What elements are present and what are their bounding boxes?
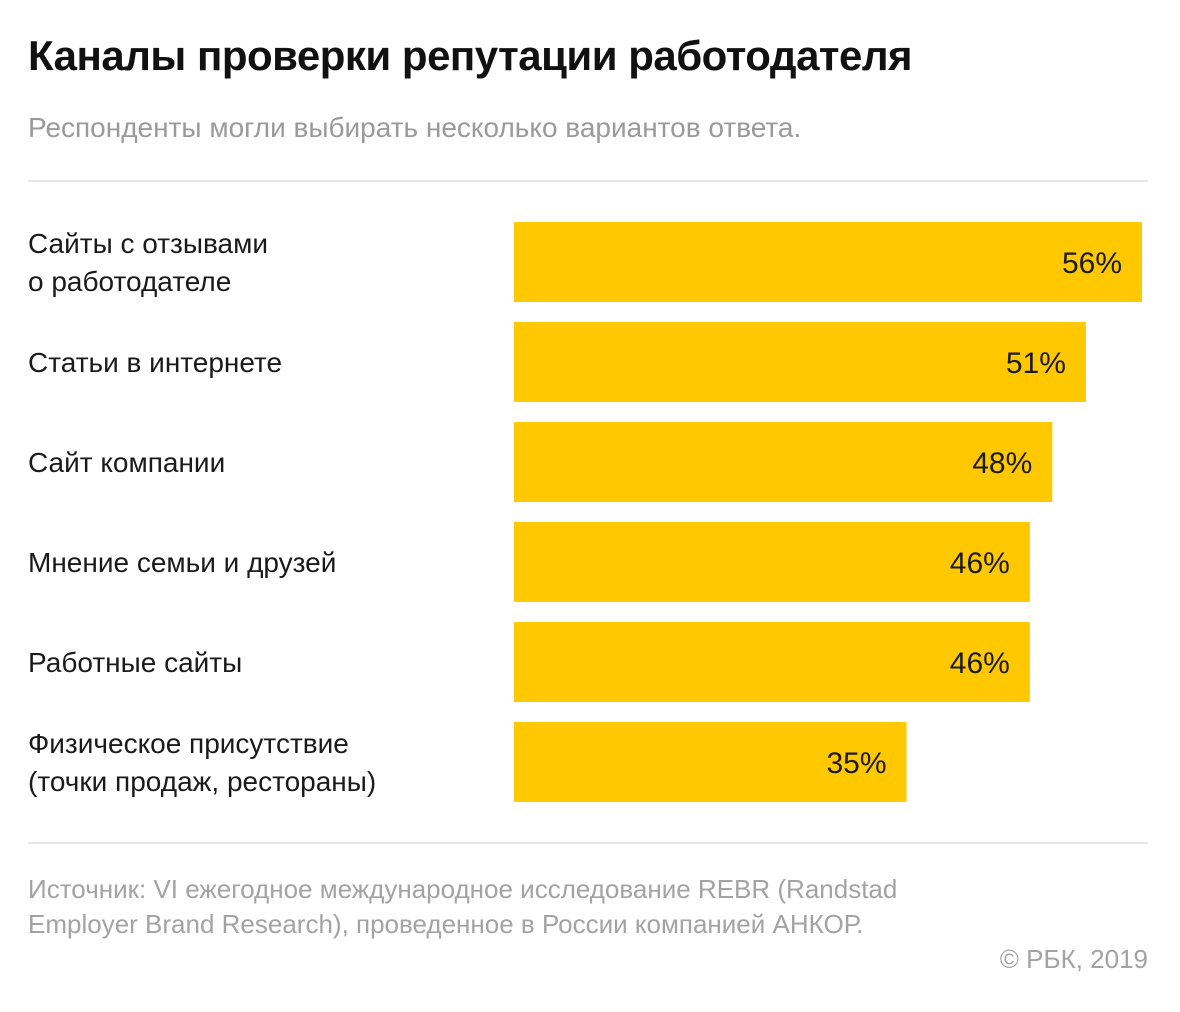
bar-value-label: 35% (826, 747, 886, 780)
bar (514, 222, 1142, 302)
category-label: Физическое присутствие (28, 728, 349, 759)
copyright-credit: © РБК, 2019 (999, 944, 1148, 974)
category-label: о работодателе (28, 266, 231, 297)
bar-value-label: 48% (972, 447, 1032, 480)
bar (514, 322, 1086, 402)
top-divider (28, 180, 1148, 182)
bar (514, 422, 1053, 502)
category-label: Статьи в интернете (28, 347, 282, 378)
bar (514, 522, 1030, 602)
bar-value-label: 51% (1006, 347, 1066, 380)
category-label: Мнение семьи и друзей (28, 547, 336, 578)
category-label: Сайт компании (28, 447, 225, 478)
bar-value-label: 46% (950, 647, 1010, 680)
chart-subtitle: Респонденты могли выбирать несколько вар… (28, 112, 802, 143)
category-label: Работные сайты (28, 647, 242, 678)
source-note: Источник: VI ежегодное международное исс… (28, 874, 898, 939)
bar (514, 722, 907, 802)
chart-title: Каналы проверки репутации работодателя (28, 32, 913, 79)
bar-value-label: 46% (950, 547, 1010, 580)
bar-value-label: 56% (1062, 247, 1122, 280)
category-label: (точки продаж, рестораны) (28, 766, 376, 797)
category-label: Сайты с отзывами (28, 228, 268, 259)
bar (514, 622, 1030, 702)
bottom-divider (28, 842, 1148, 844)
